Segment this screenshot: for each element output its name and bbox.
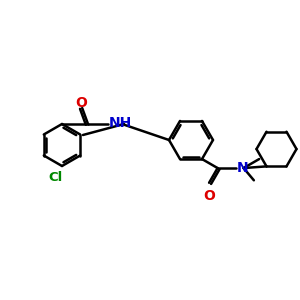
Text: Cl: Cl <box>49 171 63 184</box>
Text: N: N <box>237 161 248 175</box>
Text: O: O <box>75 96 87 110</box>
Text: O: O <box>203 189 215 203</box>
Text: NH: NH <box>109 116 132 130</box>
